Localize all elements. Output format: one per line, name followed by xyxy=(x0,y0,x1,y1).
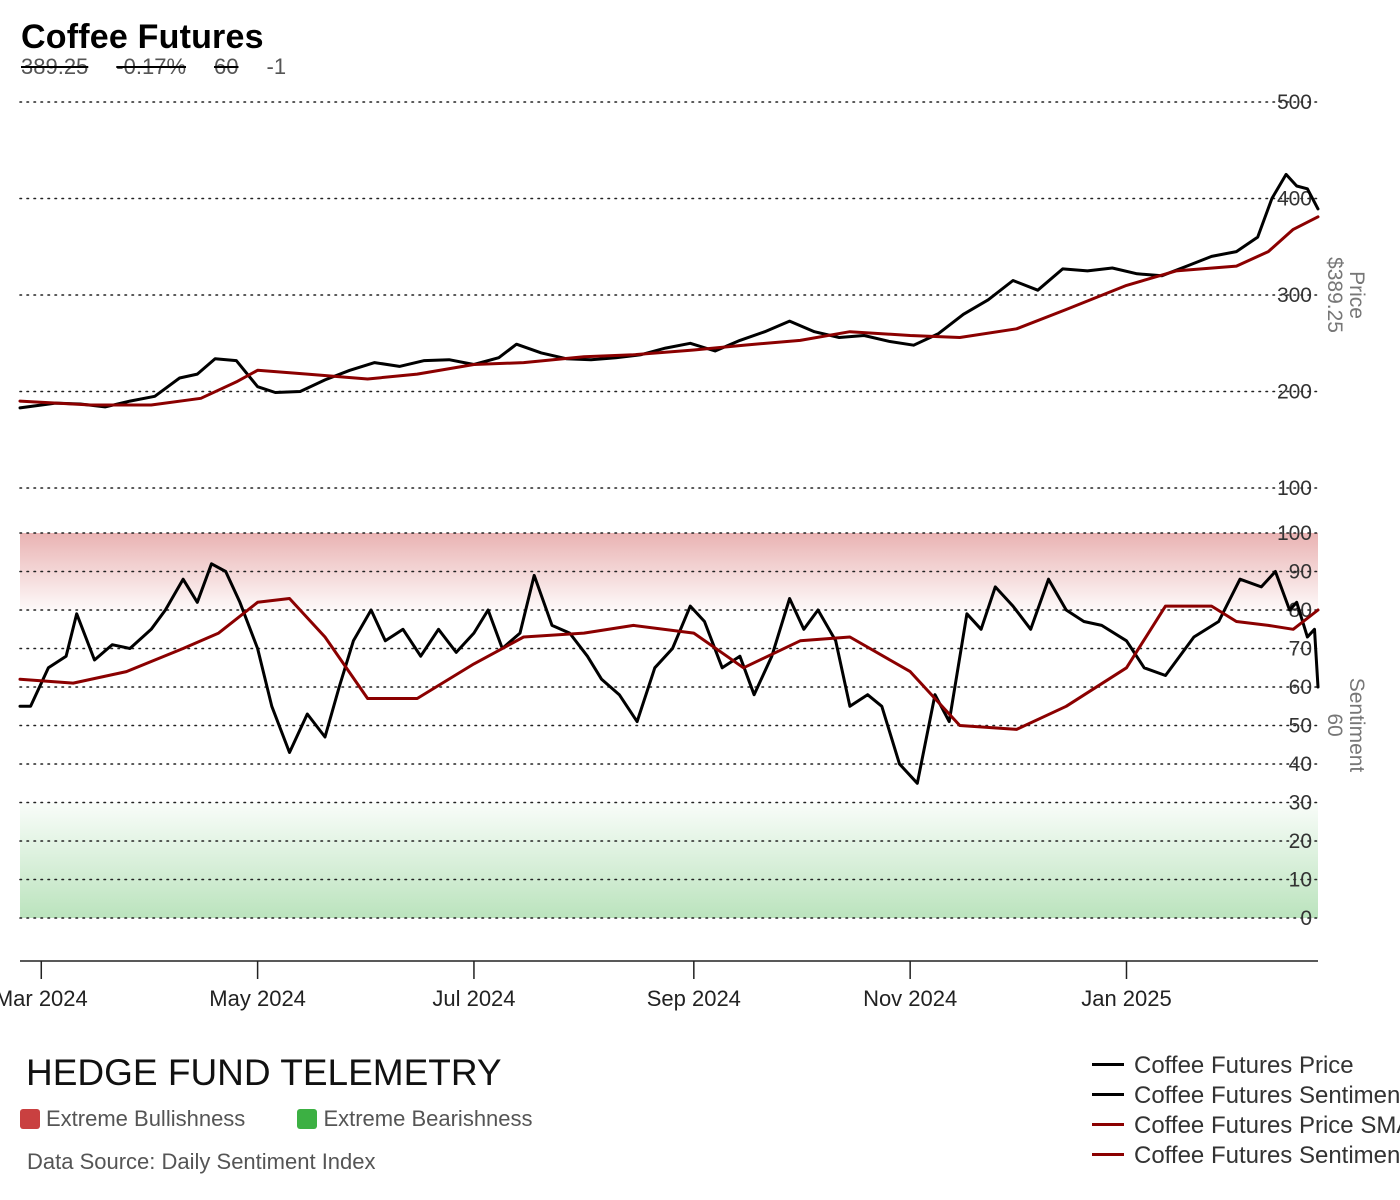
header-stats: 389.25 -0.17% 60 -1 xyxy=(21,54,286,80)
header-change: -0.17% xyxy=(116,54,187,79)
x-tick-label: Jul 2024 xyxy=(432,986,515,1011)
data-source: Data Source: Daily Sentiment Index xyxy=(27,1149,376,1174)
header-price: 389.25 xyxy=(21,54,89,79)
sentiment-y-tick-label: 60 xyxy=(1289,676,1312,699)
series-legend: Coffee Futures Price Coffee Futures Sent… xyxy=(1092,1052,1400,1172)
zone-legend: Extreme Bullishness Extreme Bearishness xyxy=(20,1106,579,1132)
coffee-futures-sentiment-line xyxy=(18,562,1320,785)
x-tick-label: Jan 2025 xyxy=(1081,986,1172,1011)
coffee-futures-sentiment-sma-line xyxy=(18,597,1320,731)
brand-name: HEDGE FUND TELEMETRY xyxy=(26,1052,502,1093)
x-axis: Mar 2024 May 2024 Jul 2024 Sep 2024 Nov 2024… xyxy=(0,960,1318,1011)
coffee-futures-price-line xyxy=(18,172,1320,410)
sentiment-y-tick-label: 40 xyxy=(1289,753,1312,776)
legend-item-sentiment-sma[interactable]: Coffee Futures Sentiment SMA xyxy=(1092,1142,1400,1172)
price-y-tick-label: 500 xyxy=(1277,91,1312,114)
sentiment-y-tick-label: 50 xyxy=(1289,715,1312,738)
bear-zone-band xyxy=(20,802,1318,918)
legend-item-sentiment[interactable]: Coffee Futures Sentiment xyxy=(1092,1082,1400,1112)
zone-bull-swatch xyxy=(20,1109,40,1129)
coffee-futures-price-sma-line xyxy=(18,215,1320,407)
price-panel: 100 200 300 400 500 Price$389.25 xyxy=(18,91,1368,500)
sentiment-y-tick-label: 70 xyxy=(1289,638,1312,661)
legend-swatch xyxy=(1092,1093,1124,1096)
legend-swatch xyxy=(1092,1063,1124,1066)
price-axis-label: Price$389.25 xyxy=(1323,257,1368,333)
sentiment-y-tick-label: 100 xyxy=(1277,522,1312,545)
price-axis-label-title: Price xyxy=(1345,271,1368,319)
bull-zone-band xyxy=(20,533,1318,610)
sentiment-y-tick-label: 90 xyxy=(1289,561,1312,584)
sentiment-y-tick-label: 0 xyxy=(1300,907,1312,930)
zone-bear: Extreme Bearishness xyxy=(297,1106,533,1132)
x-tick-label: Nov 2024 xyxy=(863,986,957,1011)
header-sentiment: 60 xyxy=(214,54,239,79)
sentiment-axis-label-value: 60 xyxy=(1323,713,1346,736)
zone-bear-swatch xyxy=(297,1109,318,1129)
sentiment-axis-label-title: Sentiment xyxy=(1345,678,1368,773)
header-stats-struck: 389.25 -0.17% 60 xyxy=(21,54,239,79)
x-tick-label: May 2024 xyxy=(209,986,306,1011)
price-y-tick-label: 100 xyxy=(1277,477,1312,500)
legend-swatch xyxy=(1092,1123,1124,1126)
legend-label: Coffee Futures Price SMA xyxy=(1134,1112,1400,1139)
sentiment-y-tick-label: 30 xyxy=(1289,792,1312,815)
zone-bull: Extreme Bullishness xyxy=(20,1106,245,1132)
chart-title: Coffee Futures xyxy=(21,18,264,56)
price-y-tick-label: 200 xyxy=(1277,381,1312,404)
legend-label: Coffee Futures Price xyxy=(1134,1052,1354,1079)
legend-item-price-sma[interactable]: Coffee Futures Price SMA xyxy=(1092,1112,1400,1142)
sentiment-y-tick-label: 20 xyxy=(1289,830,1312,853)
legend-label: Coffee Futures Sentiment xyxy=(1134,1082,1400,1109)
sentiment-y-tick-label: 10 xyxy=(1289,869,1312,892)
price-y-tick-label: 400 xyxy=(1277,188,1312,211)
x-tick-label: Mar 2024 xyxy=(0,986,88,1011)
header-sentiment-change: -1 xyxy=(266,54,287,79)
price-y-tick-label: 300 xyxy=(1277,284,1312,307)
zone-bull-label: Extreme Bullishness xyxy=(46,1106,246,1131)
zone-bear-label: Extreme Bearishness xyxy=(323,1106,533,1131)
legend-item-price[interactable]: Coffee Futures Price xyxy=(1092,1052,1400,1082)
legend-swatch xyxy=(1092,1153,1124,1156)
x-tick-label: Sep 2024 xyxy=(647,986,741,1011)
legend-label: Coffee Futures Sentiment SMA xyxy=(1134,1142,1400,1169)
price-axis-label-value: $389.25 xyxy=(1323,257,1346,333)
